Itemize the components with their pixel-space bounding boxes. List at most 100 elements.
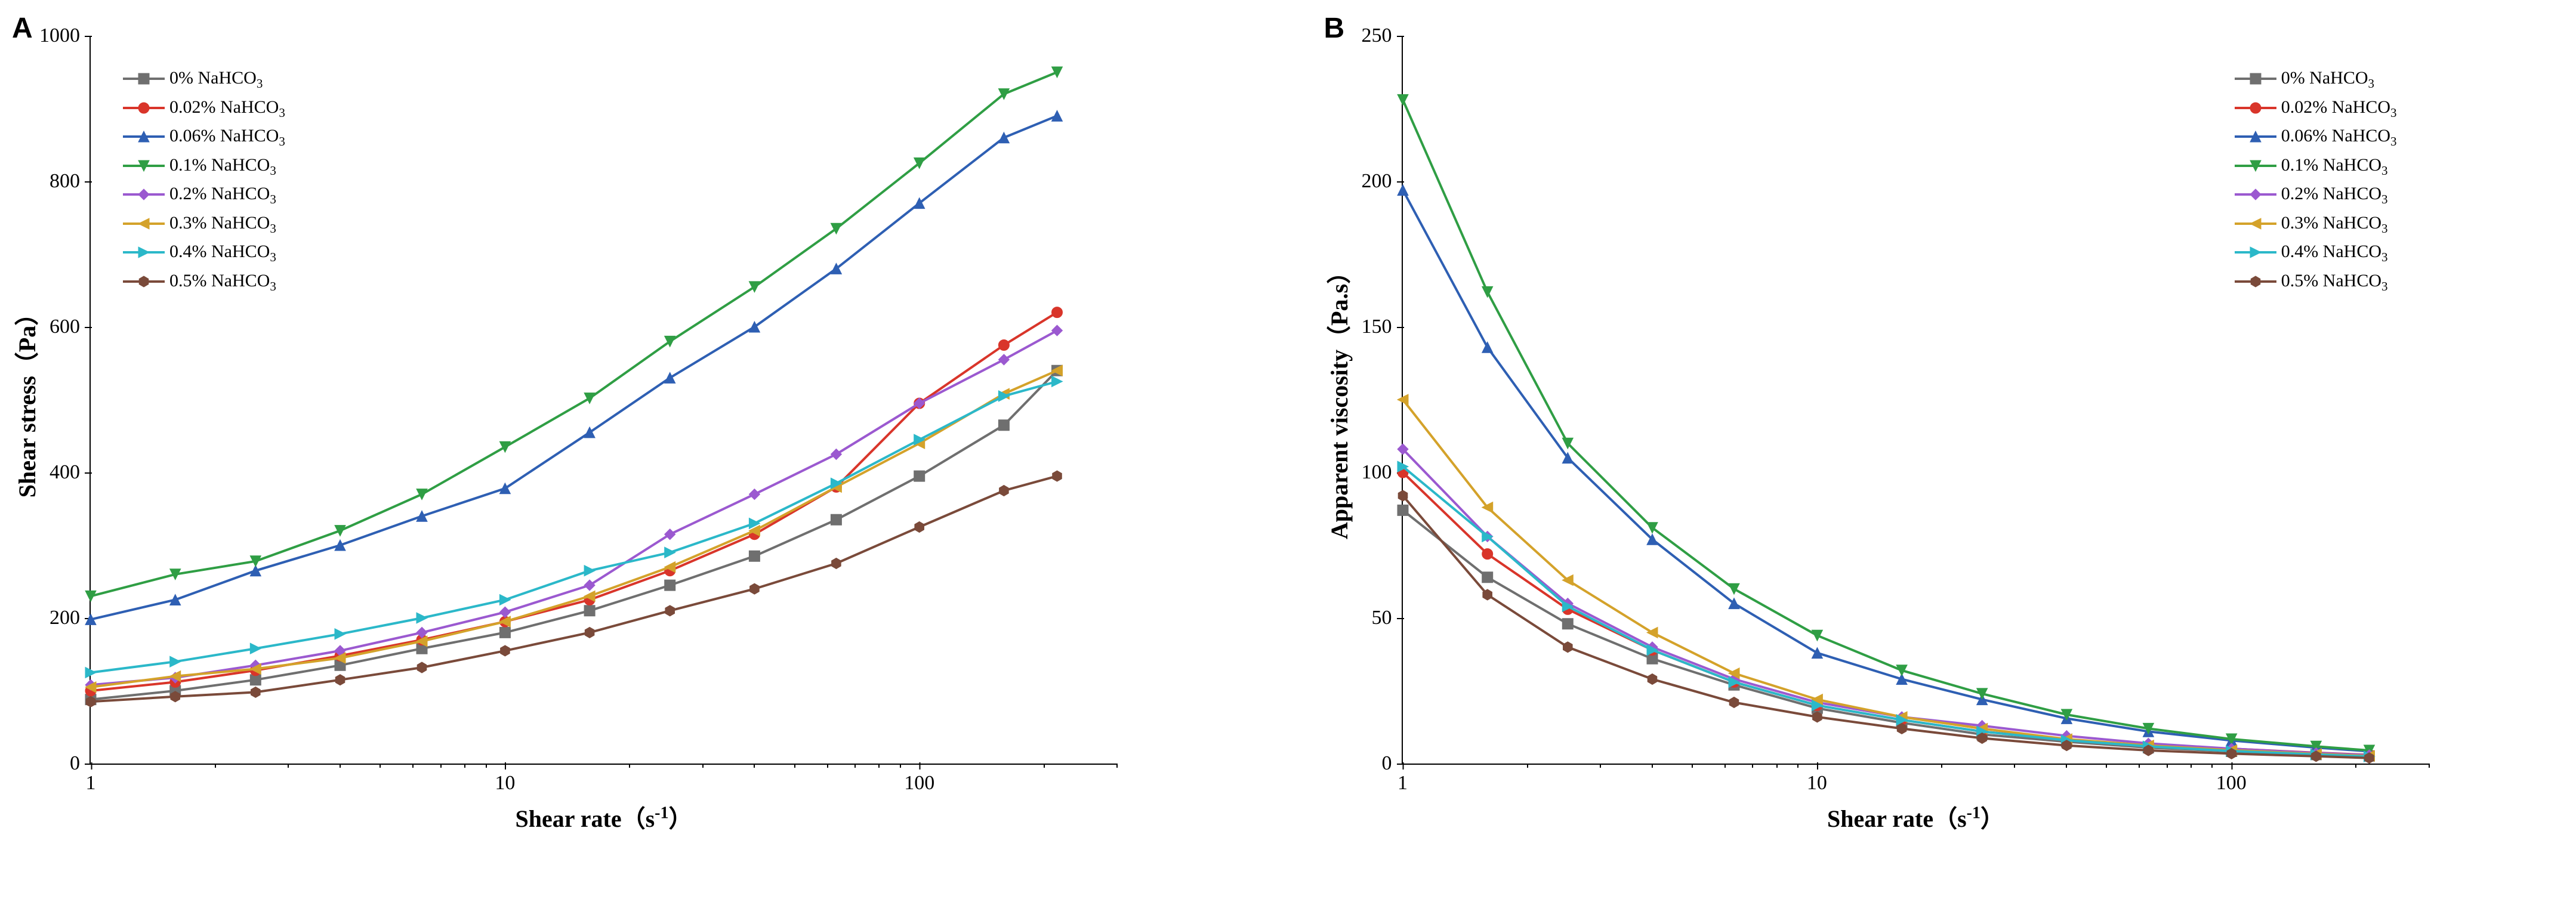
x-tick: 10 — [495, 764, 515, 795]
legend-swatch-s2 — [2235, 135, 2276, 138]
y-tick: 800 — [50, 170, 91, 193]
panel-a-xlabel: Shear rate（s-1） — [516, 799, 693, 834]
series-marker-s7 — [501, 645, 510, 656]
x-minor-tick — [380, 764, 381, 768]
legend-item-s2: 0.06% NaHCO3 — [2235, 122, 2397, 152]
legend-label-s1: 0.02% NaHCO3 — [2281, 94, 2397, 123]
series-marker-s3 — [584, 393, 595, 404]
series-marker-s7 — [665, 605, 675, 616]
series-line-s4 — [1403, 449, 2370, 755]
series-marker-s3 — [417, 489, 427, 500]
series-marker-s7 — [1563, 642, 1572, 653]
series-marker-s7 — [417, 662, 427, 673]
legend-label-s2: 0.06% NaHCO3 — [169, 122, 285, 152]
series-marker-s4 — [499, 607, 510, 617]
x-minor-tick — [1724, 764, 1726, 768]
series-marker-s7 — [915, 522, 924, 533]
legend-swatch-s5 — [2235, 222, 2276, 225]
series-line-s2 — [1403, 190, 2370, 752]
panel-a-legend: 0% NaHCO30.02% NaHCO30.06% NaHCO30.1% Na… — [115, 60, 294, 301]
series-marker-s7 — [2062, 740, 2071, 751]
y-tick: 1000 — [39, 24, 91, 47]
legend-swatch-s7 — [123, 280, 165, 283]
series-marker-s4 — [1052, 325, 1063, 336]
legend-swatch-s6 — [2235, 251, 2276, 254]
series-marker-s5 — [1647, 627, 1658, 638]
legend-swatch-s7 — [2235, 280, 2276, 283]
x-minor-tick — [1116, 764, 1118, 768]
y-tick: 100 — [1362, 461, 1403, 484]
series-marker-s7 — [1897, 723, 1906, 734]
series-marker-s3 — [1052, 67, 1063, 78]
series-marker-s3 — [1812, 630, 1822, 641]
series-marker-s6 — [250, 643, 261, 654]
series-marker-s7 — [2364, 753, 2374, 764]
x-minor-tick — [464, 764, 465, 768]
x-minor-tick — [2355, 764, 2356, 768]
x-tick: 1 — [1397, 764, 1408, 795]
series-marker-s2 — [998, 132, 1009, 143]
series-marker-s6 — [417, 613, 427, 623]
series-marker-s6 — [1052, 376, 1063, 387]
legend-swatch-s4 — [2235, 193, 2276, 196]
legend-swatch-s6 — [123, 251, 165, 254]
x-tick: 100 — [2216, 764, 2247, 795]
legend-item-s5: 0.3% NaHCO3 — [2235, 209, 2397, 239]
legend-item-s1: 0.02% NaHCO3 — [123, 94, 285, 123]
legend-label-s6: 0.4% NaHCO3 — [2281, 238, 2388, 267]
series-marker-s0 — [1562, 619, 1573, 629]
legend-swatch-s5 — [123, 222, 165, 225]
legend-item-s3: 0.1% NaHCO3 — [123, 152, 285, 181]
series-marker-s0 — [749, 551, 760, 561]
panel-a-ylabel: Shear stress（Pa） — [8, 302, 42, 498]
legend-item-s7: 0.5% NaHCO3 — [123, 267, 285, 296]
series-marker-s7 — [86, 696, 95, 707]
series-marker-s0 — [665, 580, 675, 591]
x-minor-tick — [486, 764, 487, 768]
panel-b-xlabel: Shear rate（s-1） — [1827, 799, 2004, 834]
series-marker-s0 — [584, 605, 595, 616]
legend-item-s6: 0.4% NaHCO3 — [123, 238, 285, 267]
y-tick: 200 — [50, 607, 91, 629]
x-minor-tick — [440, 764, 442, 768]
legend-label-s0: 0% NaHCO3 — [169, 64, 263, 94]
legend-swatch-s1 — [2235, 107, 2276, 109]
series-line-s5 — [1403, 400, 2370, 756]
legend-label-s7: 0.5% NaHCO3 — [2281, 267, 2388, 296]
series-marker-s5 — [1397, 394, 1408, 405]
series-marker-s3 — [1729, 583, 1739, 594]
y-tick: 200 — [1362, 170, 1403, 193]
series-marker-s0 — [831, 514, 841, 525]
series-marker-s6 — [584, 565, 595, 576]
series-marker-s0 — [914, 471, 925, 481]
legend-label-s6: 0.4% NaHCO3 — [169, 238, 276, 267]
series-marker-s6 — [335, 629, 345, 639]
y-tick: 250 — [1362, 24, 1403, 47]
series-marker-s7 — [750, 583, 760, 594]
series-line-s0 — [91, 370, 1057, 699]
series-marker-s3 — [335, 526, 345, 536]
x-minor-tick — [215, 764, 216, 768]
series-marker-s0 — [998, 420, 1009, 431]
legend-item-s1: 0.02% NaHCO3 — [2235, 94, 2397, 123]
x-minor-tick — [1692, 764, 1693, 768]
series-marker-s7 — [1729, 697, 1739, 708]
series-marker-s3 — [499, 441, 510, 452]
series-marker-s4 — [998, 354, 1009, 365]
panel-b-plot: Apparent viscosity（Pa.s） Shear rate（s-1）… — [1402, 36, 2429, 765]
x-minor-tick — [1752, 764, 1753, 768]
series-marker-s7 — [2311, 751, 2321, 762]
series-marker-s7 — [2226, 748, 2236, 759]
x-minor-tick — [2211, 764, 2213, 768]
y-tick: 50 — [1372, 607, 1403, 629]
y-tick: 600 — [50, 316, 91, 338]
series-marker-s7 — [1977, 733, 1986, 744]
panel-a-plot: Shear stress（Pa） Shear rate（s-1） 0% NaHC… — [90, 36, 1117, 765]
series-marker-s1 — [1482, 549, 1492, 560]
legend-item-s5: 0.3% NaHCO3 — [123, 209, 285, 239]
series-marker-s0 — [499, 627, 510, 638]
series-marker-s7 — [999, 486, 1009, 496]
series-marker-s7 — [1648, 674, 1657, 685]
x-minor-tick — [2106, 764, 2107, 768]
panel-b-label: B — [1324, 12, 1345, 45]
